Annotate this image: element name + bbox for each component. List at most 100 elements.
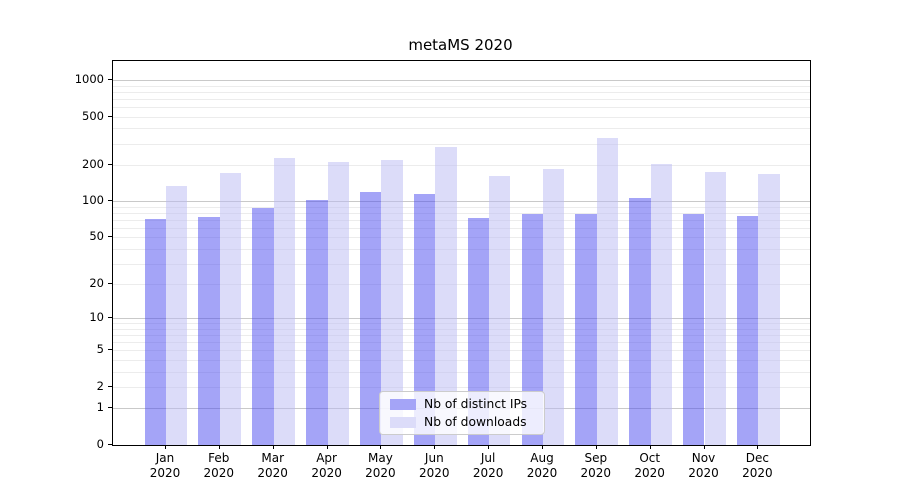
x-tick-label-oct: Oct 2020	[634, 451, 665, 480]
gridline-y-90	[113, 206, 810, 208]
gridline-y-20	[113, 284, 810, 286]
x-tick-label-sep: Sep 2020	[580, 451, 612, 480]
x-tick-label-mar: Mar 2020	[257, 451, 288, 480]
bar-distinct-ips-jul	[467, 217, 490, 445]
bar-downloads-oct	[650, 164, 673, 445]
gridline-y-40	[113, 248, 810, 250]
bar-downloads-nov	[704, 171, 726, 445]
gridline-y-10	[113, 318, 810, 320]
legend-swatch-downloads	[390, 416, 416, 428]
y-tick-label-50: 50	[89, 229, 104, 244]
x-tick-mark-dec	[757, 445, 759, 449]
y-tick-label-20: 20	[89, 276, 104, 291]
bar-distinct-ips-aug	[521, 214, 543, 445]
gridline-y-9	[113, 323, 810, 325]
bar-distinct-ips-mar	[252, 207, 274, 445]
y-tick-mark-200	[108, 163, 112, 165]
gridline-y-700	[113, 98, 810, 100]
y-tick-mark-10	[108, 317, 112, 319]
chart-title: metaMS 2020	[408, 36, 513, 54]
bar-downloads-feb	[219, 173, 242, 445]
y-tick-mark-20	[108, 283, 112, 285]
x-tick-mark-jul	[488, 445, 490, 449]
bar-distinct-ips-feb	[198, 216, 220, 445]
gridline-y-200	[113, 164, 810, 166]
plot-area	[112, 60, 811, 446]
x-tick-mark-apr	[326, 445, 328, 449]
gridline-y-6	[113, 342, 810, 344]
x-tick-mark-aug	[542, 445, 543, 449]
gridline-y-300	[113, 143, 810, 145]
y-tick-label-200: 200	[82, 156, 104, 171]
y-tick-label-0: 0	[96, 437, 104, 451]
bar-distinct-ips-apr	[306, 200, 328, 445]
x-tick-mark-sep	[595, 445, 597, 449]
bar-distinct-ips-jun	[413, 193, 436, 445]
x-tick-mark-nov	[703, 445, 705, 449]
gridline-y-7	[113, 335, 810, 337]
x-tick-label-aug: Aug 2020	[526, 451, 558, 480]
x-tick-mark-jun	[434, 445, 436, 449]
gridline-y-70	[113, 219, 810, 221]
bar-downloads-jan	[166, 185, 188, 445]
y-tick-label-500: 500	[82, 108, 104, 123]
x-tick-label-dec: Dec 2020	[742, 451, 773, 480]
legend-swatch-distinct-ips	[390, 398, 416, 410]
legend-label-downloads: Nb of downloads	[424, 415, 527, 429]
x-tick-mark-mar	[272, 445, 274, 449]
x-tick-label-feb: Feb 2020	[203, 451, 235, 480]
gridline-y-3	[113, 371, 810, 373]
x-tick-label-may: May 2020	[365, 451, 396, 480]
y-tick-label-1000: 1000	[74, 72, 104, 86]
bar-distinct-ips-sep	[575, 214, 597, 445]
gridline-y-500	[113, 116, 810, 118]
bar-distinct-ips-oct	[629, 197, 651, 445]
bar-downloads-dec	[758, 174, 780, 445]
gridline-y-400	[113, 128, 810, 130]
x-tick-label-jul: Jul 2020	[472, 451, 504, 480]
x-tick-mark-oct	[649, 445, 651, 449]
bar-downloads-apr	[327, 161, 349, 445]
gridline-y-100	[113, 201, 810, 203]
bar-distinct-ips-jan	[144, 219, 166, 445]
gridline-y-600	[113, 106, 810, 108]
gridline-y-1000	[113, 80, 810, 81]
bar-downloads-aug	[542, 168, 565, 445]
x-tick-label-jan: Jan 2020	[149, 451, 181, 480]
bar-downloads-jul	[489, 175, 511, 445]
gridline-y-8	[113, 328, 810, 330]
gridline-y-2	[113, 387, 810, 388]
gridline-y-30	[113, 263, 810, 265]
y-tick-mark-1000	[108, 79, 112, 80]
y-tick-mark-0	[108, 444, 112, 445]
gridline-y-4	[113, 360, 810, 361]
gridline-y-50	[113, 237, 810, 239]
gridline-y-800	[113, 91, 810, 93]
y-tick-label-10: 10	[89, 310, 104, 325]
bar-distinct-ips-dec	[737, 215, 759, 445]
legend-item-downloads: Nb of downloads	[380, 415, 544, 429]
x-tick-label-apr: Apr 2020	[311, 451, 342, 480]
x-tick-label-jun: Jun 2020	[419, 451, 450, 480]
bar-distinct-ips-nov	[683, 213, 705, 445]
gridline-y-900	[113, 85, 810, 87]
gridline-y-60	[113, 227, 810, 229]
x-tick-label-nov: Nov 2020	[688, 451, 719, 480]
y-tick-mark-50	[108, 236, 112, 238]
y-tick-label-5: 5	[96, 342, 104, 357]
y-tick-label-100: 100	[82, 193, 104, 208]
bar-downloads-may	[381, 160, 403, 445]
bar-downloads-sep	[596, 138, 619, 445]
gridline-y-80	[113, 212, 810, 214]
y-tick-mark-1	[108, 407, 112, 409]
x-tick-mark-may	[380, 445, 382, 449]
bar-downloads-jun	[435, 146, 457, 445]
bar-distinct-ips-may	[360, 191, 382, 445]
y-tick-label-1: 1	[96, 400, 104, 415]
x-tick-mark-jan	[165, 445, 166, 449]
gridline-y-5	[113, 350, 810, 352]
legend: Nb of distinct IPs Nb of downloads	[379, 391, 545, 435]
x-tick-mark-feb	[218, 445, 220, 449]
legend-label-distinct-ips: Nb of distinct IPs	[424, 397, 528, 411]
